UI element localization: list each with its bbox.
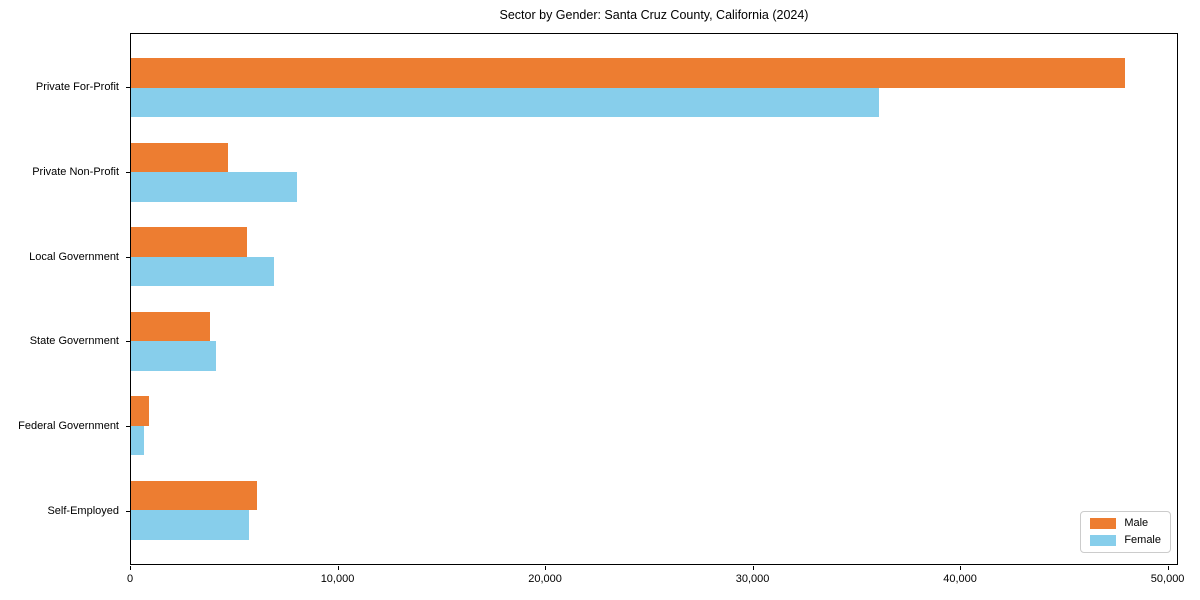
x-tick-mark bbox=[1167, 566, 1169, 570]
x-tick-mark bbox=[130, 566, 131, 570]
bar-self-employed-female bbox=[131, 510, 250, 540]
legend: Male Female bbox=[1080, 511, 1171, 553]
x-axis: 0 10,000 20,000 30,000 40,000 50,000 bbox=[126, 566, 1184, 596]
plot-area: Male Female bbox=[130, 33, 1178, 565]
legend-label-female: Female bbox=[1124, 534, 1161, 546]
x-tick-mark bbox=[545, 566, 547, 570]
y-tick-label-private-for-profit: Private For-Profit bbox=[35, 80, 119, 93]
legend-swatch-male bbox=[1090, 518, 1117, 529]
x-tick-mark bbox=[337, 566, 339, 570]
bar-private-for-profit-female bbox=[131, 87, 879, 118]
bar-state-government-male bbox=[131, 311, 210, 342]
x-tick-label-10000: 10,000 bbox=[320, 573, 355, 585]
legend-entry-male: Male bbox=[1090, 518, 1161, 529]
y-tick-label-state-government: State Government bbox=[29, 335, 119, 348]
y-tick-mark bbox=[126, 511, 130, 513]
y-axis: Private For-Profit Private Non-Profit Loca… bbox=[0, 33, 130, 565]
y-tick-mark bbox=[126, 341, 130, 343]
bar-local-government-male bbox=[131, 227, 247, 257]
y-tick-label-private-non-profit: Private Non-Profit bbox=[32, 165, 119, 178]
y-tick-label-local-government: Local Government bbox=[29, 250, 119, 263]
legend-swatch-female bbox=[1090, 535, 1117, 546]
bar-private-non-profit-male bbox=[131, 142, 229, 173]
bar-local-government-female bbox=[131, 256, 274, 287]
y-tick-mark bbox=[126, 256, 130, 258]
bar-private-non-profit-female bbox=[131, 172, 297, 202]
bar-private-for-profit-male bbox=[131, 58, 1126, 88]
x-tick-mark bbox=[752, 566, 754, 570]
x-tick-label-40000: 40,000 bbox=[943, 573, 977, 585]
bar-federal-government-male bbox=[131, 396, 150, 426]
bar-federal-government-female bbox=[131, 425, 145, 456]
y-tick-mark bbox=[126, 171, 130, 173]
x-tick-label-20000: 20,000 bbox=[528, 573, 562, 585]
legend-entry-female: Female bbox=[1090, 535, 1161, 546]
x-tick-mark bbox=[960, 566, 962, 570]
x-tick-label-0: 0 bbox=[126, 573, 134, 585]
y-tick-mark bbox=[126, 86, 130, 88]
bar-self-employed-male bbox=[131, 480, 258, 511]
y-tick-label-self-employed: Self-Employed bbox=[47, 505, 119, 518]
bar-state-government-female bbox=[131, 341, 216, 371]
chart-title: Sector by Gender: Santa Cruz County, Cal… bbox=[499, 8, 809, 22]
y-tick-mark bbox=[126, 426, 130, 428]
x-tick-label-30000: 30,000 bbox=[735, 573, 770, 585]
legend-label-male: Male bbox=[1124, 517, 1149, 529]
x-tick-label-50000: 50,000 bbox=[1150, 573, 1185, 585]
y-tick-label-federal-government: Federal Government bbox=[18, 420, 119, 433]
